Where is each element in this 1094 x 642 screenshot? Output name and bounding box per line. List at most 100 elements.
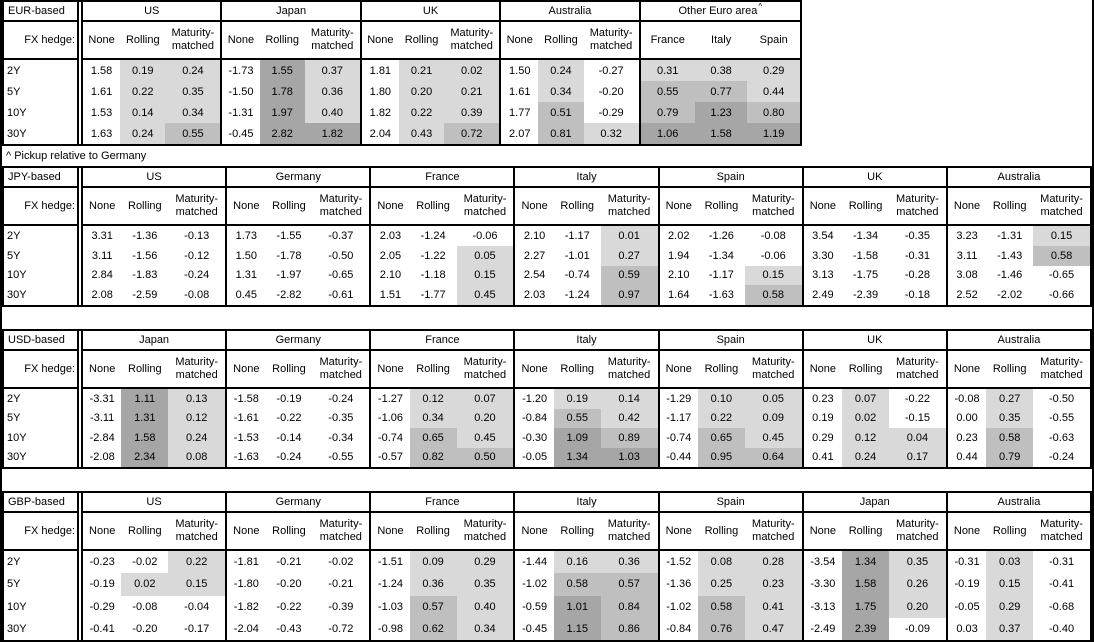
value-cell: 0.05 (744, 389, 802, 409)
value-cell: -0.22 (276, 600, 302, 613)
group-australia: Australia None Rolling Maturity-matched -0.0… (945, 331, 1090, 467)
value-cell: -0.22 (904, 392, 930, 405)
value-cell: 0.22 (120, 81, 166, 102)
col-header: None (233, 524, 260, 537)
value-cell: 3.08 (956, 269, 978, 282)
value-cell: -2.59 (132, 289, 158, 302)
value-cell: 2.10 (379, 269, 402, 282)
value-cell: -0.08 (184, 289, 210, 302)
value-cell: -1.34 (708, 249, 734, 262)
value-cell: -0.20 (598, 85, 624, 98)
value-cell: 0.23 (956, 431, 978, 444)
value-cell: 1.31 (235, 269, 258, 282)
footnote: ^ Pickup relative to Germany (6, 150, 147, 162)
group-header-text: Italy (576, 496, 597, 508)
value-cell: -2.82 (276, 289, 302, 302)
value-cell: -1.63 (233, 451, 259, 464)
col-header: None (665, 362, 692, 375)
value-cell: -0.19 (89, 578, 115, 591)
group-header: UK (361, 2, 500, 22)
group-us: US None Rolling Maturity-matched 1.58 0.19 0.2… (81, 2, 221, 144)
value-cell: 3.23 (956, 229, 978, 242)
table-jpy-based: JPY-based FX hedge: 2Y 5Y 10Y 30Y US None Rollin… (2, 166, 1092, 307)
value-cell: -1.26 (708, 229, 734, 242)
value-cell: -1.97 (276, 269, 302, 282)
value-cell: 0.13 (168, 389, 226, 409)
value-cell: 0.58 (1033, 245, 1090, 266)
group-header: US (83, 493, 226, 513)
column-headers: None Rolling Maturity-matched (515, 513, 658, 551)
value-cell: 2.84 (91, 269, 113, 282)
col-header: None (89, 524, 116, 537)
value-cell: 3.30 (812, 249, 834, 262)
value-cell: 0.24 (168, 428, 226, 448)
value-cell: 0.07 (842, 389, 889, 409)
value-cell: -2.39 (852, 289, 879, 302)
col-header: None (521, 524, 548, 537)
value-cell: 0.09 (409, 551, 457, 574)
value-cell: -0.19 (954, 578, 980, 591)
footnote-marker: ^ (758, 1, 763, 11)
column-headers: None Rolling Maturity-matched (803, 188, 946, 226)
value-cell: 0.21 (444, 81, 500, 102)
value-cell: 1.23 (694, 102, 748, 123)
value-cell: 0.50 (456, 447, 514, 467)
col-header: Rolling (416, 362, 450, 375)
col-header: Maturity-matched (463, 518, 507, 543)
col-header: None (809, 199, 837, 212)
group-header: Australia (947, 493, 1090, 513)
value-cell: 1.06 (640, 123, 695, 144)
value-cell: -0.29 (598, 106, 624, 119)
group-header-text: Italy (576, 171, 597, 183)
column-headers: None Rolling Maturity-matched (501, 22, 639, 60)
group-header-text: Japan (276, 5, 307, 17)
group-us: US None Rolling Maturity-matched 3.31 -1.36 -0… (81, 168, 226, 305)
value-cell: 0.65 (409, 428, 457, 448)
group-spain: Spain None Rolling Maturity-matched -1.52 0.0… (657, 493, 802, 640)
value-cell: -0.50 (1049, 392, 1075, 405)
value-cell: -0.21 (276, 556, 302, 569)
group-body: 1.50 0.24 -0.27 1.61 0.34 -0.20 1.77 0.51 -0.29 2… (501, 60, 639, 144)
value-cell: -0.98 (377, 622, 403, 635)
group-header: Other Euro area ^ (640, 1, 801, 22)
value-cell: -0.05 (522, 451, 548, 464)
group-header-text: Australia (997, 171, 1041, 183)
value-cell: 0.41 (744, 595, 802, 618)
group-france: France None Rolling Maturity-matched -1.51 0.… (369, 493, 514, 640)
group-body: -1.20 0.19 0.14 -0.84 0.55 0.42 -0.30 1.09 0.89 -… (515, 389, 658, 467)
value-cell: -1.52 (666, 556, 692, 569)
column-headers: France Italy Spain (640, 22, 801, 60)
group-france: France None Rolling Maturity-matched -1.27 0.… (369, 331, 514, 467)
group-body: -1.73 1.55 0.37 -1.50 1.78 0.36 -1.31 1.97 0.40 -… (222, 60, 360, 144)
group-header-text: Japan (859, 496, 890, 508)
value-cell: 2.34 (121, 447, 169, 467)
column-headers: None Rolling Maturity-matched (803, 513, 946, 551)
value-cell: 3.54 (812, 229, 834, 242)
value-cell: 0.00 (956, 412, 978, 425)
group-header: Australia (501, 2, 639, 22)
value-cell: 0.45 (456, 428, 514, 448)
value-cell: 1.50 (235, 249, 258, 262)
value-cell: 0.47 (744, 617, 802, 640)
group-header: Spain (659, 493, 802, 513)
group-body: -1.44 0.16 0.36 -1.02 0.58 0.57 -0.59 1.01 0.84 -… (515, 551, 658, 640)
col-header: Maturity-matched (171, 27, 215, 52)
value-cell: 0.42 (600, 408, 658, 428)
value-cell: 0.29 (747, 60, 800, 81)
maturity-row-label: 10Y (7, 600, 27, 613)
col-header: Maturity-matched (607, 356, 651, 381)
col-header: None (809, 524, 837, 537)
value-cell: 0.35 (888, 551, 946, 574)
value-cell: 0.20 (456, 408, 514, 428)
value-cell: 3.31 (91, 229, 113, 242)
group-header: UK (803, 168, 946, 188)
value-cell: -2.49 (810, 622, 836, 635)
group-header: US (83, 168, 226, 188)
group-header-text: Germany (275, 496, 321, 508)
value-cell: 0.29 (456, 551, 514, 574)
value-cell: -1.75 (852, 269, 879, 282)
group-header: Germany (227, 331, 370, 351)
value-cell: 0.34 (409, 408, 457, 428)
group-australia: Australia None Rolling Maturity-matched 1.50… (499, 2, 639, 144)
col-header: Rolling (992, 524, 1027, 537)
